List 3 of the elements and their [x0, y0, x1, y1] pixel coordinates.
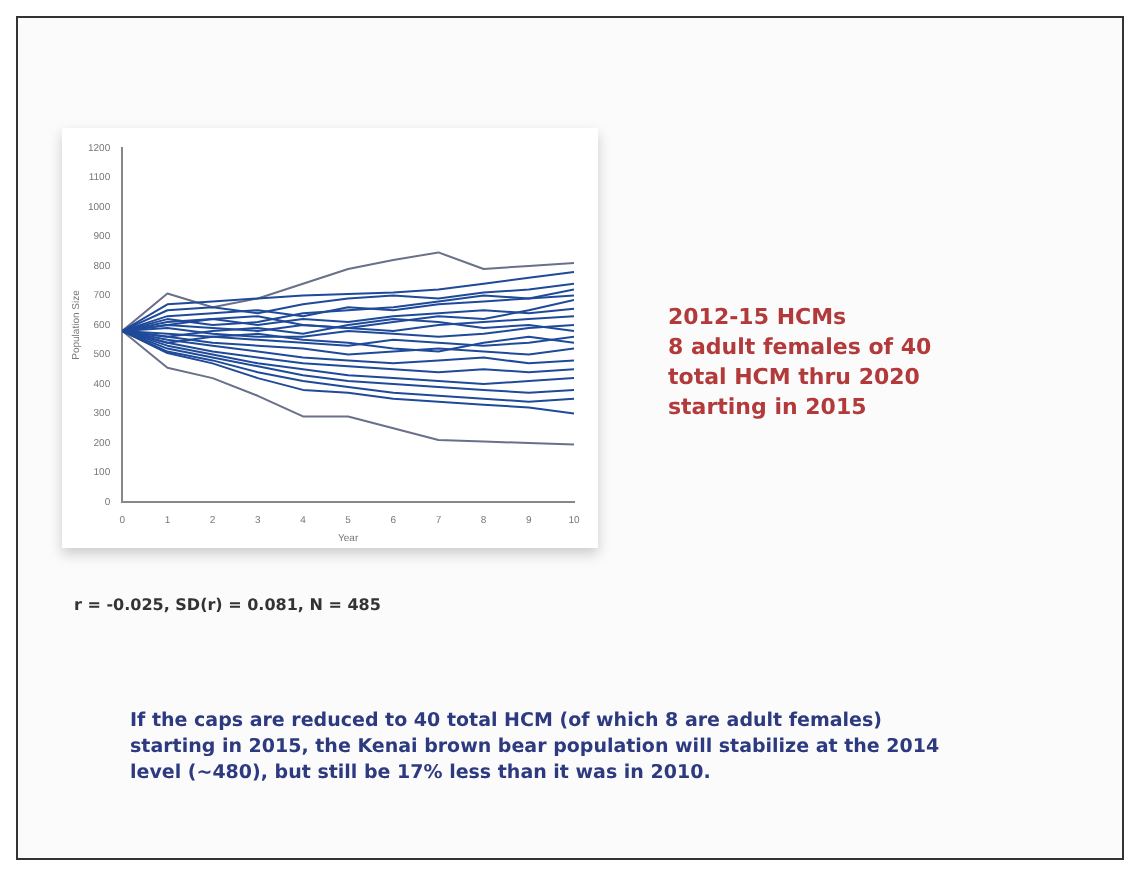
- text: 2012-15 HCMs 8 adult females of 40 total HCM thru 2020 starting in 2015: [668, 302, 932, 422]
- text: r = -0.025, SD(r) = 0.081, N = 485: [74, 596, 381, 614]
- text: If the caps are reduced to 40 total HCM (of which 8 are adult females) starting in 2015, the Kenai brown bear population will stabilize at the 2014 level (~480), but still be 17% less than it was in 2010.: [130, 708, 942, 786]
